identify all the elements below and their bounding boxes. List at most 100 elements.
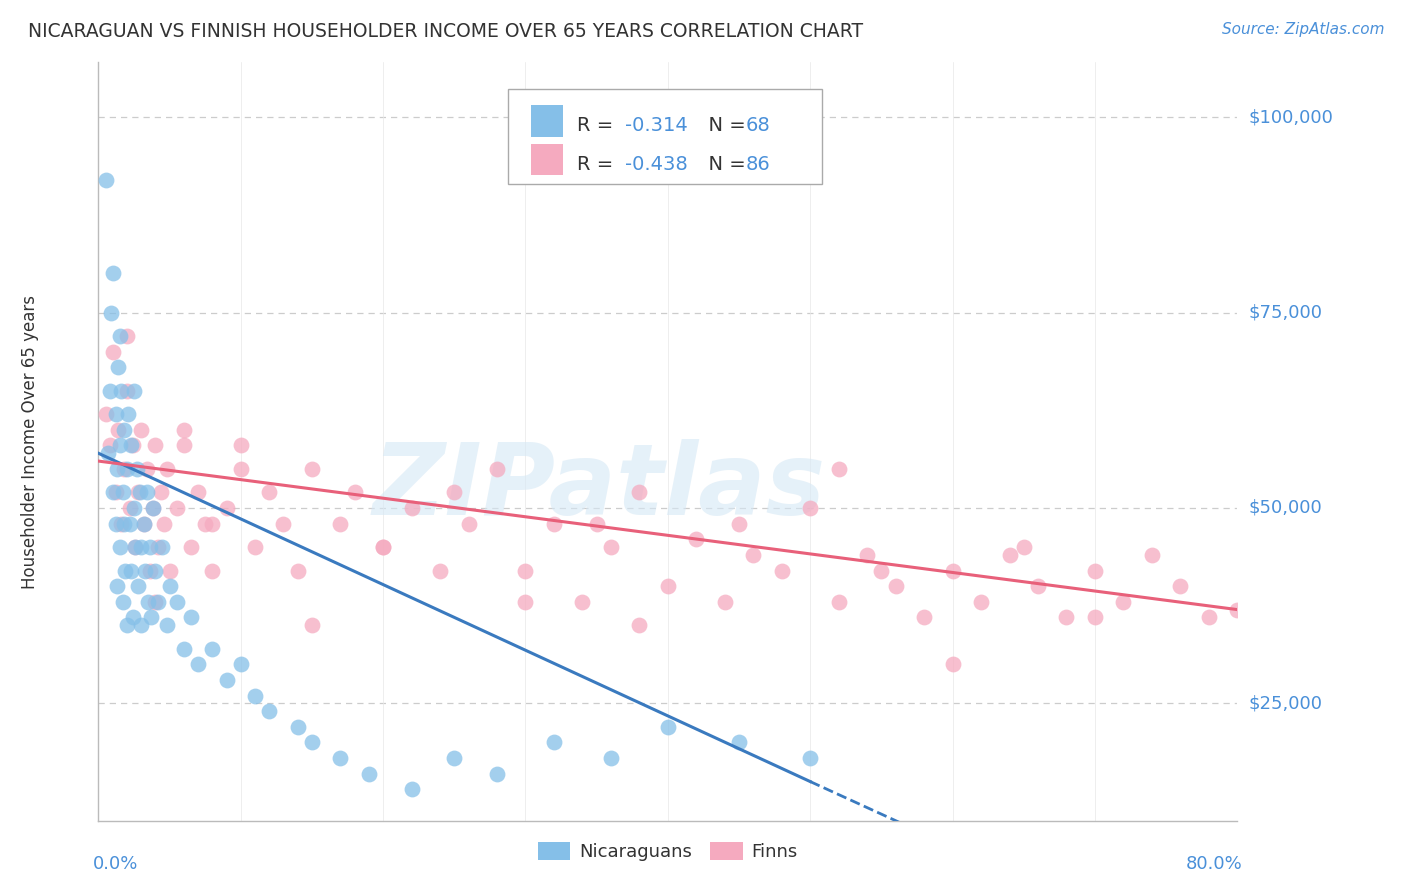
Point bbox=[1198, 610, 1220, 624]
Point bbox=[301, 735, 323, 749]
Point bbox=[828, 595, 851, 609]
Point bbox=[114, 564, 136, 578]
Text: 0.0%: 0.0% bbox=[93, 855, 138, 872]
Point bbox=[329, 751, 352, 765]
Point bbox=[138, 540, 160, 554]
Text: N =: N = bbox=[696, 116, 752, 136]
Point bbox=[229, 657, 252, 672]
Point bbox=[714, 595, 737, 609]
Point bbox=[1084, 610, 1107, 624]
Point bbox=[127, 485, 149, 500]
Point bbox=[135, 485, 157, 500]
Point bbox=[107, 423, 129, 437]
Point bbox=[135, 462, 157, 476]
Point bbox=[742, 548, 765, 562]
Point bbox=[120, 564, 142, 578]
Point bbox=[148, 595, 170, 609]
Text: 68: 68 bbox=[745, 116, 770, 136]
Point bbox=[115, 618, 138, 632]
Point bbox=[600, 540, 623, 554]
Point bbox=[1170, 579, 1192, 593]
Text: R =: R = bbox=[576, 155, 619, 174]
Point bbox=[145, 595, 167, 609]
Legend: Nicaraguans, Finns: Nicaraguans, Finns bbox=[530, 835, 806, 869]
Point bbox=[115, 329, 138, 343]
Point bbox=[110, 384, 132, 398]
Point bbox=[856, 548, 879, 562]
Point bbox=[187, 485, 209, 500]
Point bbox=[94, 407, 117, 421]
Point bbox=[141, 500, 163, 515]
Point bbox=[301, 462, 323, 476]
Point bbox=[259, 485, 281, 500]
Point bbox=[243, 540, 266, 554]
Point bbox=[1140, 548, 1163, 562]
Point bbox=[273, 516, 295, 531]
Point bbox=[215, 500, 238, 515]
Point bbox=[115, 462, 138, 476]
Point bbox=[141, 500, 163, 515]
Point bbox=[110, 516, 132, 531]
Point bbox=[628, 618, 651, 632]
Point bbox=[132, 516, 155, 531]
Text: NICARAGUAN VS FINNISH HOUSEHOLDER INCOME OVER 65 YEARS CORRELATION CHART: NICARAGUAN VS FINNISH HOUSEHOLDER INCOME… bbox=[28, 22, 863, 41]
Point bbox=[136, 595, 159, 609]
Point bbox=[124, 540, 146, 554]
Point bbox=[173, 423, 195, 437]
Point bbox=[201, 516, 224, 531]
Point bbox=[486, 462, 509, 476]
Point bbox=[94, 172, 117, 186]
Point bbox=[201, 564, 224, 578]
Point bbox=[108, 540, 131, 554]
Point bbox=[343, 485, 366, 500]
Point bbox=[138, 564, 160, 578]
Point bbox=[121, 438, 143, 452]
Point bbox=[429, 564, 451, 578]
Point bbox=[127, 579, 149, 593]
Point bbox=[111, 595, 134, 609]
Text: $50,000: $50,000 bbox=[1249, 499, 1322, 517]
Point bbox=[457, 516, 479, 531]
Point bbox=[124, 540, 146, 554]
Text: ZIPatlas: ZIPatlas bbox=[373, 439, 827, 535]
Point bbox=[229, 438, 252, 452]
Point bbox=[115, 384, 138, 398]
Point bbox=[770, 564, 793, 578]
Point bbox=[1112, 595, 1135, 609]
Point bbox=[543, 735, 565, 749]
Point bbox=[125, 462, 148, 476]
Point bbox=[301, 618, 323, 632]
Point bbox=[799, 751, 821, 765]
Point bbox=[1056, 610, 1078, 624]
Point bbox=[173, 641, 195, 656]
Point bbox=[287, 564, 309, 578]
Text: Source: ZipAtlas.com: Source: ZipAtlas.com bbox=[1222, 22, 1385, 37]
Point bbox=[104, 407, 127, 421]
Point bbox=[215, 673, 238, 687]
Point bbox=[153, 516, 176, 531]
Point bbox=[104, 485, 127, 500]
Point bbox=[942, 657, 965, 672]
Text: $25,000: $25,000 bbox=[1249, 694, 1323, 713]
FancyBboxPatch shape bbox=[509, 89, 821, 184]
Point bbox=[201, 641, 224, 656]
Point bbox=[100, 305, 122, 319]
Point bbox=[1084, 564, 1107, 578]
Point bbox=[166, 500, 188, 515]
Text: 86: 86 bbox=[745, 155, 770, 174]
Text: $75,000: $75,000 bbox=[1249, 303, 1323, 322]
Point bbox=[828, 462, 851, 476]
Point bbox=[515, 564, 537, 578]
Point bbox=[942, 564, 965, 578]
Point bbox=[145, 564, 167, 578]
Point bbox=[129, 540, 152, 554]
Point bbox=[122, 384, 145, 398]
Point bbox=[117, 407, 139, 421]
Point bbox=[486, 766, 509, 780]
Point bbox=[112, 423, 135, 437]
Text: Householder Income Over 65 years: Householder Income Over 65 years bbox=[21, 294, 39, 589]
Point bbox=[585, 516, 607, 531]
Point bbox=[139, 610, 162, 624]
Point bbox=[145, 438, 167, 452]
Point bbox=[173, 438, 195, 452]
